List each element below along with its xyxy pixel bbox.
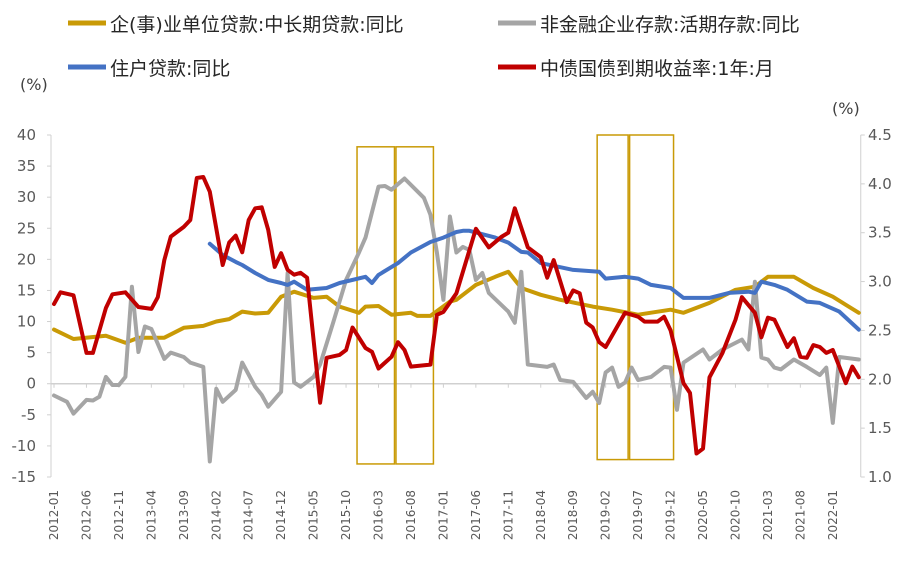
x-tick-label: 2021-08 bbox=[793, 490, 807, 540]
x-tick-label: 2013-09 bbox=[177, 490, 191, 540]
right-axis-unit: (%) bbox=[832, 99, 860, 118]
left-y-tick-label: 40 bbox=[17, 126, 36, 144]
left-y-tick-label: -10 bbox=[12, 437, 37, 455]
right-y-tick-label: 2.5 bbox=[868, 321, 892, 339]
right-y-tick-label: 1.0 bbox=[868, 468, 892, 486]
series-lines bbox=[52, 175, 861, 464]
x-tick-label: 2017-11 bbox=[501, 490, 515, 540]
x-tick-label: 2014-02 bbox=[209, 490, 223, 540]
x-tick-label: 2022-01 bbox=[826, 490, 840, 540]
highlight-box bbox=[356, 146, 396, 465]
x-tick-label: 2020-05 bbox=[696, 490, 710, 540]
household-loans-line bbox=[207, 228, 861, 332]
x-tick-label: 2018-09 bbox=[566, 490, 580, 540]
highlight-box bbox=[395, 146, 435, 465]
x-tick-label: 2014-07 bbox=[242, 490, 256, 540]
right-y-tick-label: 2.0 bbox=[868, 370, 892, 388]
left-y-tick-label: -5 bbox=[21, 406, 36, 424]
x-tick-label: 2019-12 bbox=[664, 490, 678, 540]
legend-label-corporate-loans: 企(事)业单位贷款:中长期贷款:同比 bbox=[110, 14, 404, 36]
left-y-tick-label: 30 bbox=[17, 188, 36, 206]
left-y-tick-label: 35 bbox=[17, 157, 36, 175]
x-tick-label: 2012-11 bbox=[112, 490, 126, 540]
legend-label-demand-deposits: 非金融企业存款:活期存款:同比 bbox=[540, 14, 800, 36]
right-y-tick-label: 4.5 bbox=[868, 126, 892, 144]
x-tick-label: 2021-03 bbox=[761, 490, 775, 540]
left-y-tick-label: 0 bbox=[26, 375, 36, 393]
x-tick-label: 2015-10 bbox=[339, 490, 353, 540]
axes: 40 35 30 25 20 15 10 5 0 -5 -10 -15 4.5 4.0 3.5 3.0 2.5 2… bbox=[12, 126, 892, 540]
left-y-tick-label: 20 bbox=[17, 250, 36, 268]
x-tick-label: 2015-05 bbox=[307, 490, 321, 540]
x-tick-label: 2016-08 bbox=[404, 490, 418, 540]
right-y-tick-label: 1.5 bbox=[868, 419, 892, 437]
right-y-tick-label: 4.0 bbox=[868, 175, 892, 193]
x-tick-label: 2017-06 bbox=[469, 490, 483, 540]
x-tick-label: 2013-04 bbox=[144, 490, 158, 540]
x-tick-label: 2012-01 bbox=[47, 490, 61, 540]
demand-deposits-line bbox=[52, 176, 861, 464]
corporate-long-term-loans-line bbox=[52, 269, 861, 345]
x-tick-label: 2014-12 bbox=[274, 490, 288, 540]
left-y-tick-label: 5 bbox=[26, 344, 36, 362]
bond-yield-1y-line bbox=[52, 175, 861, 456]
highlight-box bbox=[628, 134, 675, 461]
x-tick-label: 2019-07 bbox=[631, 490, 645, 540]
right-y-tick-label: 3.5 bbox=[868, 224, 892, 242]
x-tick-label: 2012-06 bbox=[79, 490, 93, 540]
left-y-tick-label: 25 bbox=[17, 219, 36, 237]
x-tick-label: 2018-04 bbox=[534, 490, 548, 540]
legend-label-bond-yield: 中债国债到期收益率:1年:月 bbox=[540, 58, 774, 80]
legend-label-household-loans: 住户贷款:同比 bbox=[110, 58, 230, 80]
x-tick-label: 2016-03 bbox=[372, 490, 386, 540]
highlight-boxes bbox=[356, 134, 675, 465]
left-y-tick-label: -15 bbox=[12, 468, 37, 486]
left-axis-unit: (%) bbox=[20, 75, 48, 94]
x-tick-label: 2019-02 bbox=[599, 490, 613, 540]
highlight-box bbox=[596, 134, 629, 461]
left-y-tick-label: 10 bbox=[17, 313, 36, 331]
x-tick-label: 2017-01 bbox=[436, 490, 450, 540]
right-y-tick-label: 3.0 bbox=[868, 273, 892, 291]
legend: 企(事)业单位贷款:中长期贷款:同比 非金融企业存款:活期存款:同比 住户贷款:… bbox=[68, 14, 800, 80]
x-tick-label: 2020-10 bbox=[728, 490, 742, 540]
left-y-tick-label: 15 bbox=[17, 281, 36, 299]
